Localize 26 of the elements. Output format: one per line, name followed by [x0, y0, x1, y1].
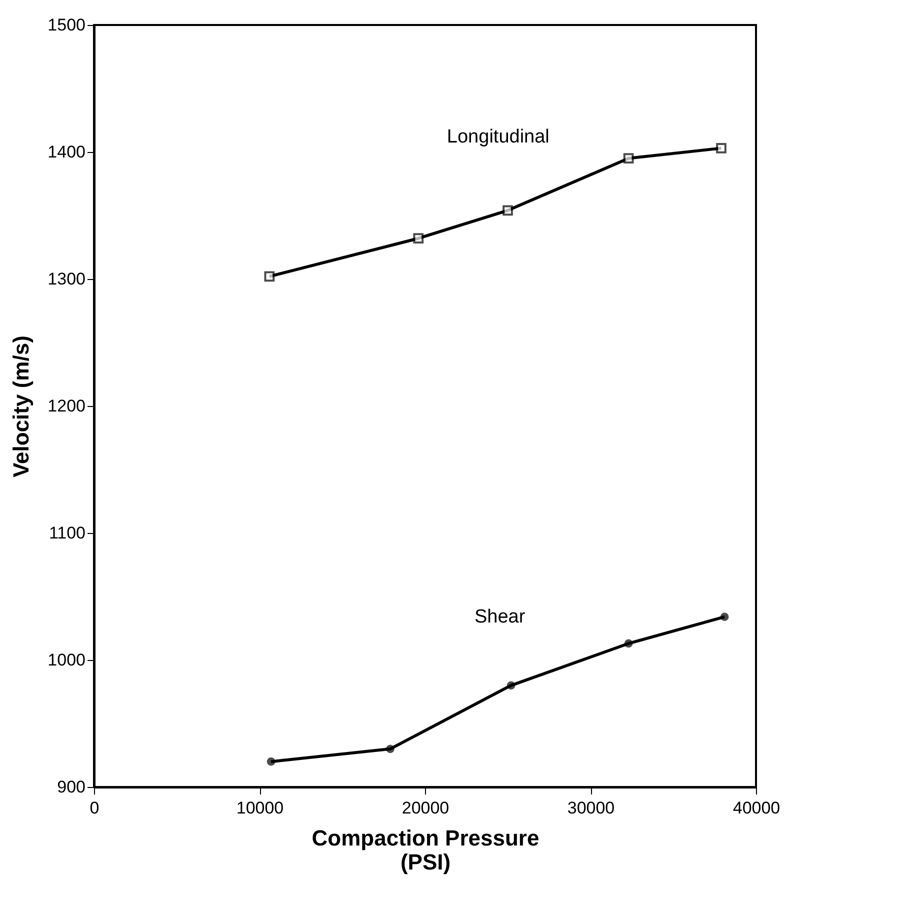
x-tick-label: 40000 [732, 798, 780, 818]
point [502, 205, 513, 216]
y-tick-label: 1300 [48, 270, 86, 288]
point [264, 271, 275, 282]
point [266, 757, 276, 766]
x-tick-label: 0 [90, 798, 100, 818]
x-axis-title: Compaction Pressure (PSI) [312, 826, 540, 874]
y-tick-label: 1200 [48, 396, 86, 416]
point [386, 744, 394, 754]
y-tick-label: 1100 [48, 524, 86, 542]
point [506, 681, 516, 690]
text: Shear [474, 606, 526, 628]
point [624, 639, 633, 648]
x-tick-label: 30000 [567, 798, 615, 818]
point [720, 612, 729, 621]
x-tick-label: 10000 [236, 798, 284, 818]
y-tick-label: 1500 [48, 16, 86, 34]
y-axis-title: Velocity (m/s) [8, 336, 34, 478]
point [413, 233, 424, 244]
x-tick-label: 20000 [402, 798, 450, 818]
y-tick-label: 900 [57, 778, 86, 796]
y-tick-label: 1400 [48, 142, 86, 162]
y-tick-label: 1000 [48, 650, 86, 670]
point [623, 153, 634, 164]
point [716, 143, 726, 154]
text: Longitudinal [446, 126, 550, 148]
